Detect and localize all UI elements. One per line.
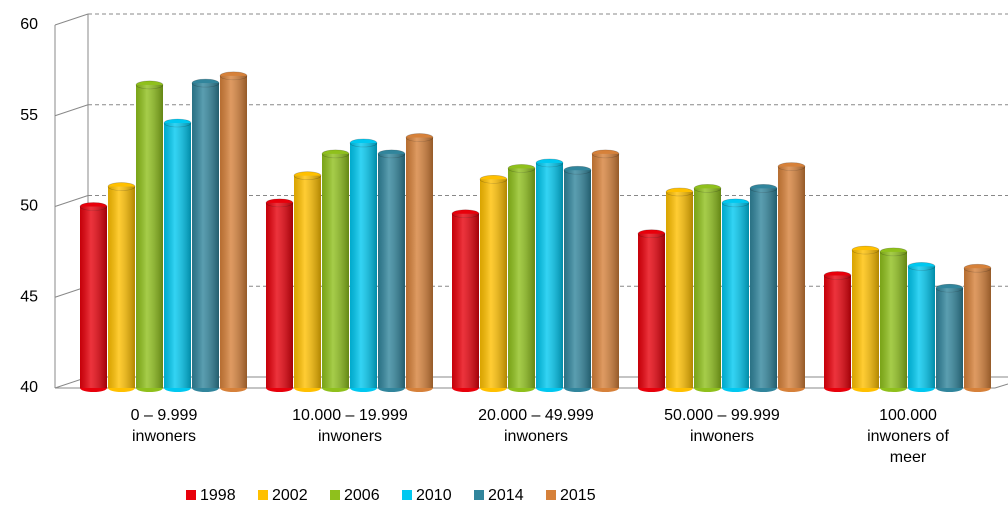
bar-shade: [220, 75, 247, 388]
y-tick-label: 45: [20, 288, 38, 305]
bar-shade: [322, 153, 349, 388]
legend-swatch: [330, 490, 340, 500]
legend-swatch: [258, 490, 268, 500]
floor-side: [994, 383, 1008, 389]
legend-swatch: [546, 490, 556, 500]
x-tick-label: 10.000 – 19.999 inwoners: [292, 407, 408, 445]
bar-shade: [750, 188, 777, 388]
bar-shade: [638, 233, 665, 388]
bar-shade: [80, 206, 107, 388]
legend-swatch: [474, 490, 484, 500]
bar-shade: [564, 170, 591, 388]
side-grid-line: [54, 195, 89, 207]
legend-label: 2014: [488, 487, 524, 504]
bar-shade: [108, 186, 135, 388]
legend-swatch: [186, 490, 196, 500]
x-tick-label: 20.000 – 49.999 inwoners: [478, 407, 594, 445]
bar-shade: [452, 213, 479, 388]
x-tick-label: 50.000 – 99.999 inwoners: [664, 407, 780, 445]
bar-shade: [136, 84, 163, 389]
legend-label: 2015: [560, 487, 596, 504]
bar-shade: [694, 188, 721, 388]
bar-shade: [964, 268, 991, 388]
bar-shade: [536, 162, 563, 388]
y-tick-label: 40: [20, 379, 38, 396]
bar-shade: [406, 137, 433, 388]
bar-shade: [164, 123, 191, 388]
side-grid-line: [54, 13, 89, 26]
bar-shade: [508, 168, 535, 388]
bar-shade: [666, 191, 693, 388]
bar-shade: [350, 142, 377, 388]
bar-shade: [880, 251, 907, 388]
bar-shade: [778, 166, 805, 388]
bar-shade: [852, 250, 879, 388]
side-grid-line: [54, 104, 89, 117]
bar-shade: [908, 266, 935, 388]
bar-shade: [936, 288, 963, 388]
bar-shade: [378, 153, 405, 388]
legend-swatch: [402, 490, 412, 500]
legend-label: 1998: [200, 487, 236, 504]
x-tick-label: 100.000 inwoners of meer: [867, 407, 949, 466]
y-tick-label: 60: [20, 16, 38, 33]
y-tick-label: 55: [20, 107, 38, 124]
bar-shade: [480, 179, 507, 388]
legend-label: 2010: [416, 487, 452, 504]
bar-shade: [824, 275, 851, 388]
bar-shade: [592, 153, 619, 388]
x-tick-label: 0 – 9.999 inwoners: [130, 407, 198, 445]
bar-shade: [266, 202, 293, 388]
bar-shade: [192, 83, 219, 388]
bar-shade: [722, 202, 749, 388]
bar-shade: [294, 175, 321, 388]
legend-label: 2002: [272, 487, 308, 504]
y-tick-label: 50: [20, 198, 38, 215]
legend-label: 2006: [344, 487, 380, 504]
